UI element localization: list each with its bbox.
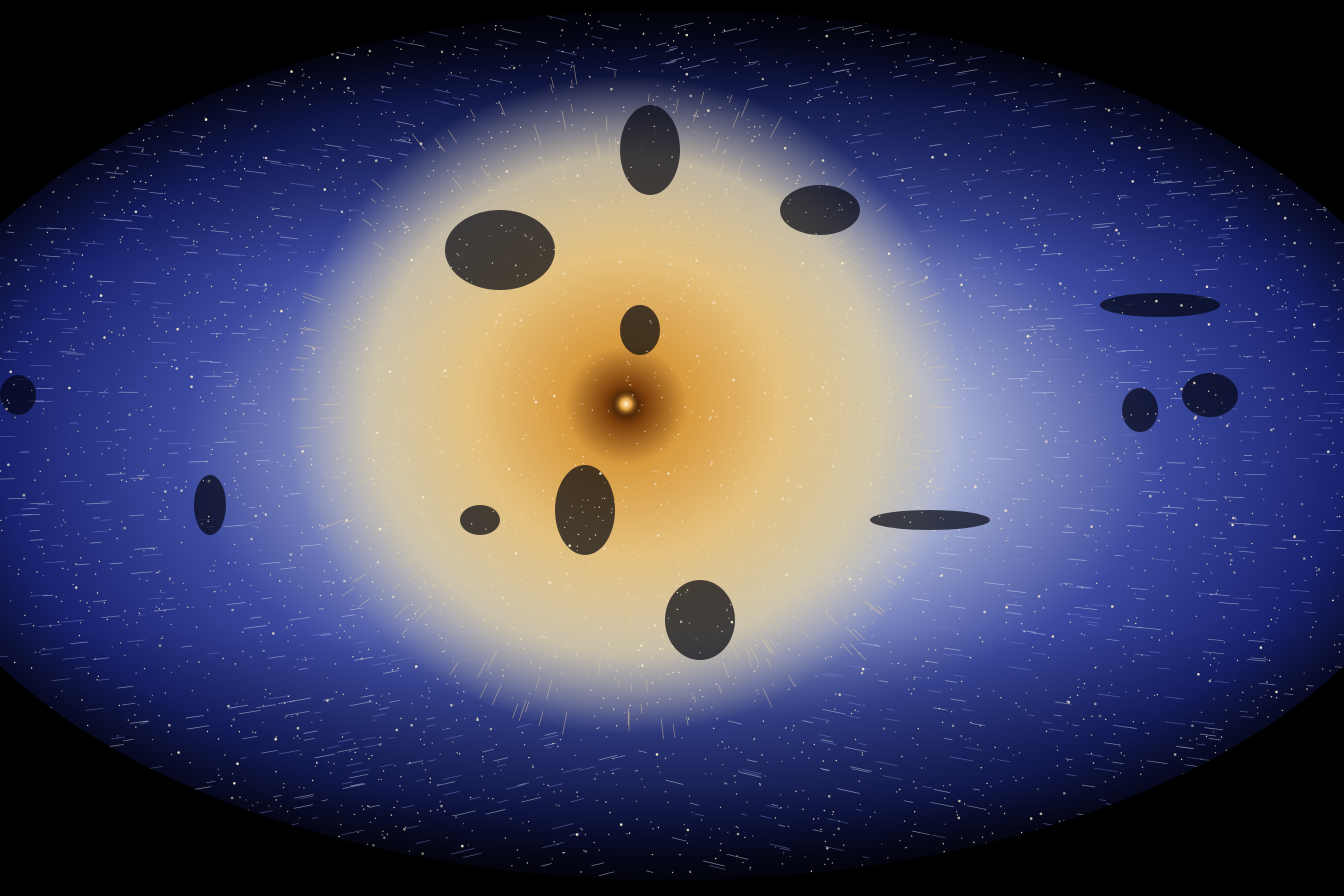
sun-marker [612, 390, 640, 418]
dark-patches [0, 105, 1238, 660]
